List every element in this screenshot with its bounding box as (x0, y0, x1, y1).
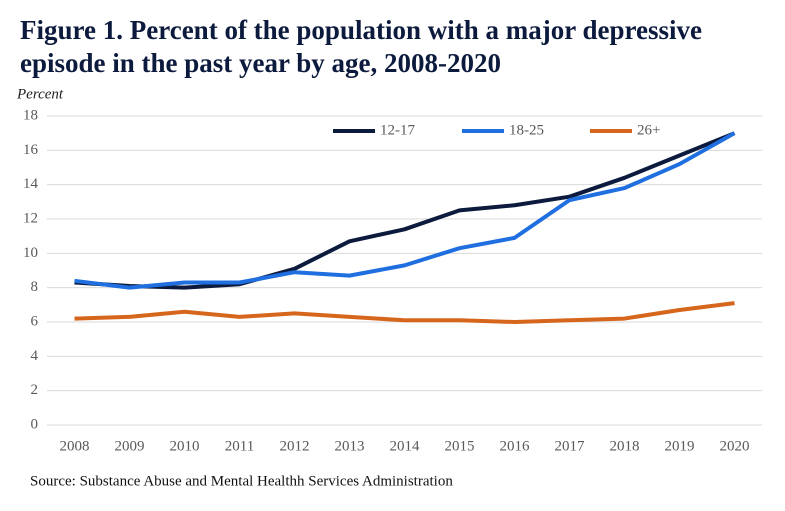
series-line (74, 131, 736, 290)
legend-label: 18-25 (509, 122, 544, 138)
x-tick-label: 2018 (610, 438, 640, 454)
series-line (74, 131, 736, 290)
x-tick-label: 2013 (335, 438, 365, 454)
y-tick-label: 2 (31, 382, 39, 398)
x-tick-label: 2017 (555, 438, 586, 454)
y-tick-label: 4 (31, 348, 39, 364)
legend-label: 12-17 (380, 122, 415, 138)
x-tick-label: 2008 (60, 438, 90, 454)
y-axis-label: Percent (16, 86, 64, 102)
y-tick-label: 0 (31, 416, 39, 432)
x-tick-label: 2019 (665, 438, 695, 454)
legend-label: 26+ (637, 122, 660, 138)
x-tick-label: 2015 (445, 438, 475, 454)
x-tick-label: 2011 (225, 438, 254, 454)
x-tick-label: 2009 (115, 438, 145, 454)
chart-title: Figure 1. Percent of the population with… (20, 15, 702, 78)
y-tick-label: 6 (31, 313, 39, 329)
y-tick-label: 14 (23, 176, 39, 192)
y-tick-label: 16 (23, 142, 39, 158)
y-tick-label: 8 (31, 279, 39, 295)
y-tick-label: 12 (23, 210, 38, 226)
x-tick-label: 2020 (720, 438, 750, 454)
x-tick-label: 2012 (280, 438, 310, 454)
y-tick-label: 18 (23, 107, 38, 123)
y-tick-label: 10 (23, 245, 38, 261)
x-tick-label: 2014 (390, 438, 421, 454)
x-tick-label: 2010 (170, 438, 200, 454)
x-tick-label: 2016 (500, 438, 531, 454)
series-line (74, 301, 735, 324)
source: Source: Substance Abuse and Mental Healt… (30, 473, 453, 489)
